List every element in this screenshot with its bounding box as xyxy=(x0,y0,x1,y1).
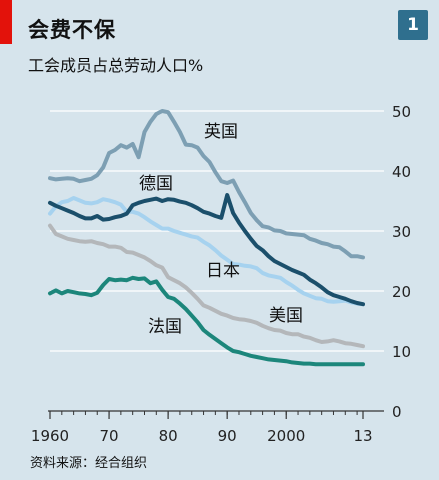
y-tick-label: 20 xyxy=(392,283,411,301)
chart-title: 会费不保 xyxy=(28,18,116,42)
y-tick-label: 10 xyxy=(392,343,411,361)
series-label: 德国 xyxy=(139,174,173,194)
x-tick-label: 1960 xyxy=(31,427,69,445)
y-tick-label: 30 xyxy=(392,223,411,241)
series-line xyxy=(48,193,365,307)
series-label: 法国 xyxy=(148,317,182,337)
x-tick-label: 70 xyxy=(100,427,119,445)
series-line xyxy=(48,275,365,367)
chart-number-badge: 1 xyxy=(398,10,428,40)
series-label: 日本 xyxy=(206,261,240,281)
series-lines xyxy=(48,109,365,367)
series-line xyxy=(48,109,365,260)
y-tick-label: 50 xyxy=(392,103,411,121)
gridlines xyxy=(50,110,384,352)
x-tick-label: 80 xyxy=(159,427,178,445)
brand-red-tab xyxy=(0,0,12,44)
axes: 0 10 20 30 40 50 1960 70 80 90 2000 13 xyxy=(31,103,411,445)
y-tick-label: 0 xyxy=(392,403,402,421)
chart-subtitle: 工会成员占总劳动人口% xyxy=(28,56,204,75)
series-line xyxy=(48,196,365,307)
series-line xyxy=(48,223,365,349)
series-label: 英国 xyxy=(204,122,238,142)
series-label: 美国 xyxy=(269,306,303,326)
x-tick-label: 90 xyxy=(218,427,237,445)
x-tick-label: 2000 xyxy=(267,427,305,445)
x-tick-label: 13 xyxy=(353,427,372,445)
source-note: 资料来源：经合组织 xyxy=(30,456,148,471)
y-tick-label: 40 xyxy=(392,163,411,181)
